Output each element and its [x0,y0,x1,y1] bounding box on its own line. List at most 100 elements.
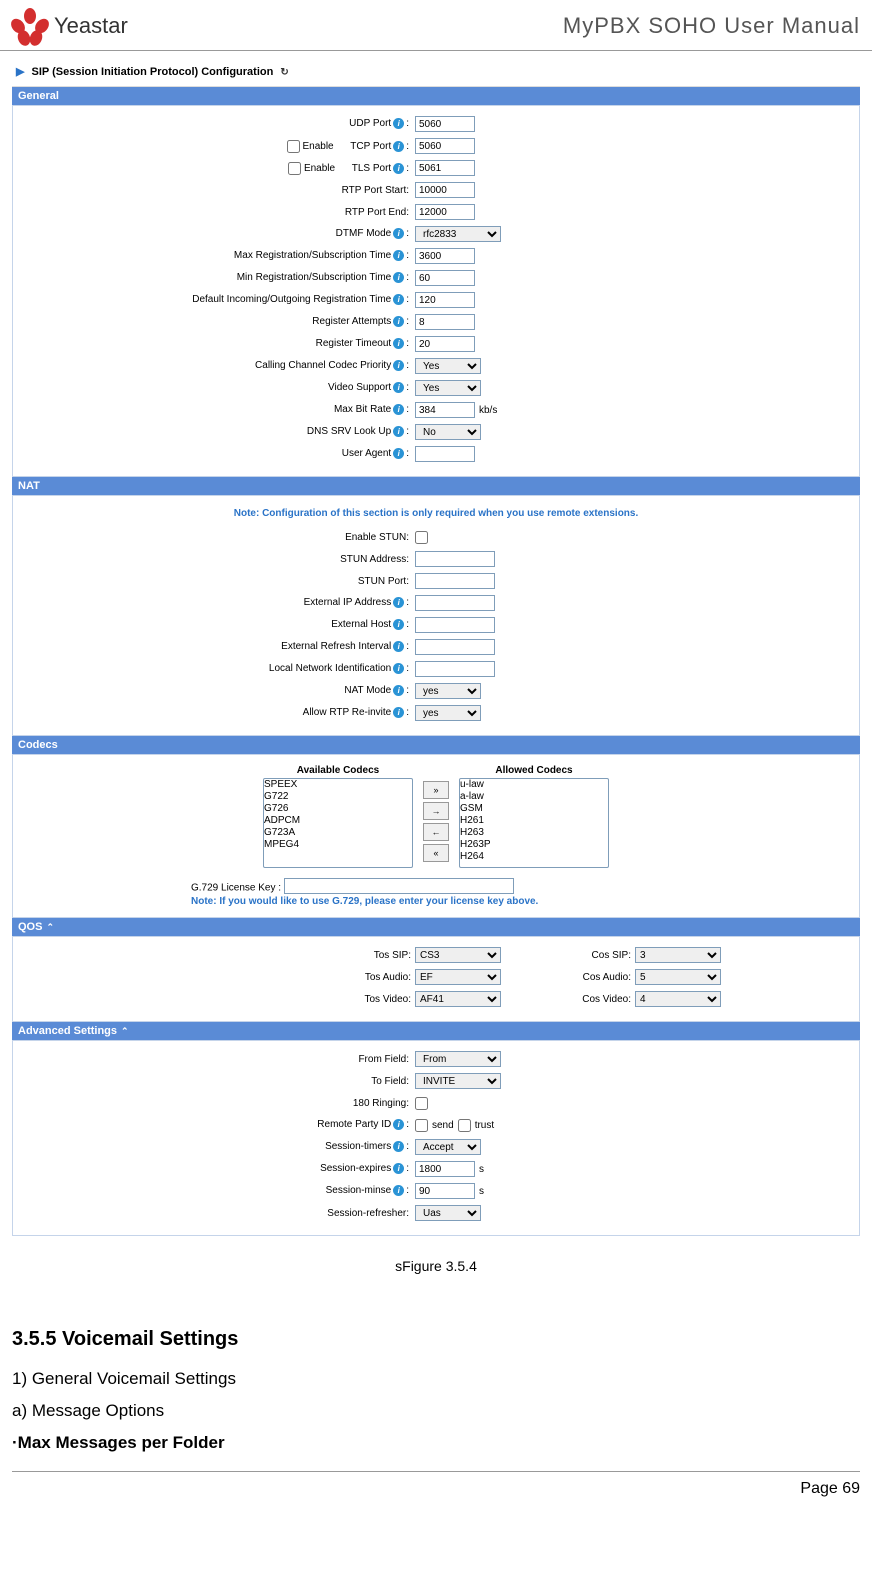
timers-select[interactable]: Accept [415,1139,481,1155]
cos-audio-select[interactable]: 5 [635,969,721,985]
section-bar-advanced: Advanced Settings⌃ [12,1022,860,1040]
tos-video-select[interactable]: AF41 [415,991,501,1007]
license-input[interactable] [284,878,514,894]
reg-attempts-input[interactable] [415,314,475,330]
info-icon[interactable]: i [393,382,404,393]
send-checkbox[interactable] [415,1119,428,1132]
info-icon[interactable]: i [393,448,404,459]
max-reg-input[interactable] [415,248,475,264]
refresh-icon[interactable]: ↻ [280,67,288,78]
info-icon[interactable]: i [393,1185,404,1196]
info-icon[interactable]: i [393,1163,404,1174]
config-window: ▶ SIP (Session Initiation Protocol) Conf… [12,61,860,1236]
allowed-codecs-list[interactable]: u-lawa-lawGSMH261H263H263PH264 [459,778,609,868]
move-all-left-button[interactable]: « [423,844,449,862]
nat-note: Note: Configuration of this section is o… [21,502,851,525]
def-reg-input[interactable] [415,292,475,308]
collapse-icon[interactable]: ⌃ [121,1026,129,1036]
from-select[interactable]: From [415,1051,501,1067]
stun-port-input[interactable] [415,573,495,589]
ext-ip-input[interactable] [415,595,495,611]
ua-input[interactable] [415,446,475,462]
minse-input[interactable] [415,1183,475,1199]
move-left-button[interactable]: ← [423,823,449,841]
collapse-icon[interactable]: ⌃ [46,922,54,932]
enable-stun-checkbox[interactable] [415,531,428,544]
enable-stun-label: Enable STUN: [21,532,411,543]
rtp-end-input[interactable] [415,204,475,220]
info-icon[interactable]: i [393,272,404,283]
nat-mode-label: NAT Modei: [21,685,411,696]
reg-timeout-label: Register Timeouti: [21,338,411,349]
info-icon[interactable]: i [393,426,404,437]
dtmf-select[interactable]: rfc2833 [415,226,501,242]
dns-label: DNS SRV Look Upi: [21,426,411,437]
info-icon[interactable]: i [393,141,404,152]
ext-refresh-label: External Refresh Intervali: [21,641,411,652]
rtp-start-input[interactable] [415,182,475,198]
tls-enable-checkbox[interactable] [288,162,301,175]
info-icon[interactable]: i [393,619,404,630]
tos-sip-select[interactable]: CS3 [415,947,501,963]
ringing-checkbox[interactable] [415,1097,428,1110]
rtp-end-label: RTP Port End: [21,207,411,218]
info-icon[interactable]: i [393,294,404,305]
min-reg-input[interactable] [415,270,475,286]
bitrate-input[interactable] [415,402,475,418]
move-right-button[interactable]: → [423,802,449,820]
info-icon[interactable]: i [393,360,404,371]
cos-sip-select[interactable]: 3 [635,947,721,963]
reg-timeout-input[interactable] [415,336,475,352]
tls-port-input[interactable] [415,160,475,176]
cos-sip-label: Cos SIP: [521,950,631,961]
tos-audio-select[interactable]: EF [415,969,501,985]
video-select[interactable]: Yes [415,380,481,396]
trust-checkbox[interactable] [458,1119,471,1132]
ext-host-input[interactable] [415,617,495,633]
max-reg-label: Max Registration/Subscription Timei: [21,250,411,261]
nat-mode-select[interactable]: yes [415,683,481,699]
info-icon[interactable]: i [393,641,404,652]
udp-port-input[interactable] [415,116,475,132]
tcp-enable-checkbox[interactable] [287,140,300,153]
refresher-select[interactable]: Uas [415,1205,481,1221]
subsection-a: a) Message Options [12,1401,860,1421]
info-icon[interactable]: i [393,1119,404,1130]
local-net-input[interactable] [415,661,495,677]
ext-ip-label: External IP Addressi: [21,597,411,608]
rtp-start-label: RTP Port Start: [21,185,411,196]
info-icon[interactable]: i [393,316,404,327]
info-icon[interactable]: i [393,597,404,608]
move-all-right-button[interactable]: » [423,781,449,799]
qos-panel: Tos SIP:CS3 Cos SIP:3 Tos Audio:EF Cos A… [12,936,860,1022]
cos-video-select[interactable]: 4 [635,991,721,1007]
expires-input[interactable] [415,1161,475,1177]
tcp-enable-wrap: Enable TCP Porti: [21,140,411,153]
info-icon[interactable]: i [393,685,404,696]
stun-addr-input[interactable] [415,551,495,567]
info-icon[interactable]: i [393,338,404,349]
info-icon[interactable]: i [393,707,404,718]
info-icon[interactable]: i [393,663,404,674]
min-reg-label: Min Registration/Subscription Timei: [21,272,411,283]
tcp-port-input[interactable] [415,138,475,154]
rtp-reinvite-select[interactable]: yes [415,705,481,721]
info-icon[interactable]: i [393,250,404,261]
codec-prio-select[interactable]: Yes [415,358,481,374]
available-codecs-list[interactable]: SPEEXG722G726ADPCMG723AMPEG4 [263,778,413,868]
ext-refresh-input[interactable] [415,639,495,655]
codec-buttons: » → ← « [423,781,449,862]
info-icon[interactable]: i [393,1141,404,1152]
section-bar-general: General [12,87,860,105]
brand-text: Yeastar [54,13,128,39]
dns-select[interactable]: No [415,424,481,440]
to-select[interactable]: INVITE [415,1073,501,1089]
license-row: G.729 License Key : [21,876,851,896]
codecs-panel: Available Codecs SPEEXG722G726ADPCMG723A… [12,754,860,918]
info-icon[interactable]: i [393,228,404,239]
info-icon[interactable]: i [393,118,404,129]
info-icon[interactable]: i [393,163,404,174]
from-label: From Field: [21,1054,411,1065]
info-icon[interactable]: i [393,404,404,415]
ua-label: User Agenti: [21,448,411,459]
